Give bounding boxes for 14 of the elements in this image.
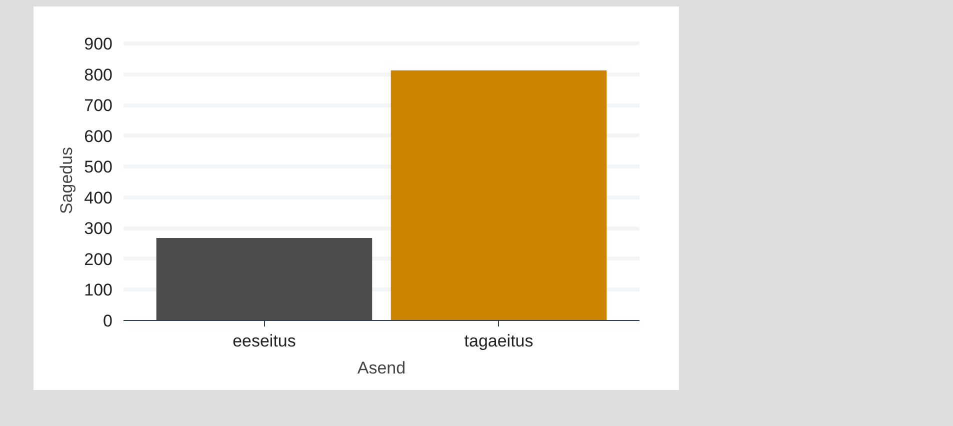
y-tick-label: 600	[84, 126, 113, 146]
y-tick-label: 200	[84, 250, 113, 269]
y-tick-label: 300	[84, 219, 113, 238]
x-tick-label: tagaeitus	[464, 332, 534, 350]
y-tick-label: 400	[84, 188, 113, 208]
y-tick-label: 500	[84, 158, 113, 177]
y-tick-label: 800	[84, 65, 113, 84]
y-tick-label: 900	[84, 34, 113, 54]
y-axis-title: Sagedus	[57, 146, 76, 214]
y-tick-label: 100	[84, 280, 113, 300]
y-tick-label: 0	[103, 312, 113, 330]
y-tick-label: 700	[84, 96, 113, 116]
x-tick-label: eeseitus	[232, 332, 296, 350]
x-axis-title: Asend	[357, 358, 406, 378]
